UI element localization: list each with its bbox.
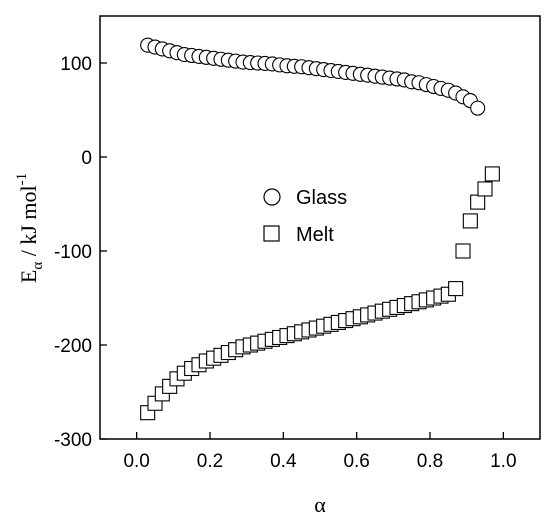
y-axis-label-sub: α xyxy=(30,262,46,270)
axis-ticks: 0.0 0.2 0.4 0.6 0.8 1.0 100 0 -100 -200 -300 xyxy=(54,54,517,472)
plot-frame xyxy=(99,15,541,440)
x-tick-label: 0.4 xyxy=(270,451,297,472)
y-axis-label-rest: / kJ mol xyxy=(16,185,41,261)
y-tick-label: -200 xyxy=(54,336,92,357)
glass-point xyxy=(470,100,486,116)
x-tick-label: 0.0 xyxy=(123,451,149,472)
x-tick-label: 0.6 xyxy=(343,451,369,472)
y-axis-label-main: E xyxy=(16,270,41,283)
y-axis-label-sup: -1 xyxy=(14,173,30,186)
x-tick-label: 0.2 xyxy=(197,451,223,472)
y-tick-label: 0 xyxy=(81,148,92,169)
y-tick-label: 100 xyxy=(60,54,92,75)
melt-point xyxy=(448,281,464,297)
x-tick-label: 1.0 xyxy=(490,451,516,472)
melt-point xyxy=(470,194,486,210)
legend: Glass Melt xyxy=(263,187,347,246)
y-axis-label: Eα / kJ mol-1 xyxy=(14,173,46,283)
legend-melt-label: Melt xyxy=(296,224,334,246)
y-tick-label: -100 xyxy=(54,242,92,263)
melt-point xyxy=(484,166,500,182)
melt-point xyxy=(455,243,471,259)
legend-glass-marker xyxy=(263,188,281,206)
x-axis-label: α xyxy=(314,492,326,517)
x-tick-label: 0.8 xyxy=(417,451,443,472)
y-tick-label: -300 xyxy=(54,430,92,451)
melt-point xyxy=(462,213,478,229)
data-points xyxy=(140,37,500,421)
legend-melt-marker xyxy=(263,225,280,242)
legend-glass-label: Glass xyxy=(296,187,347,209)
melt-point xyxy=(477,181,493,197)
